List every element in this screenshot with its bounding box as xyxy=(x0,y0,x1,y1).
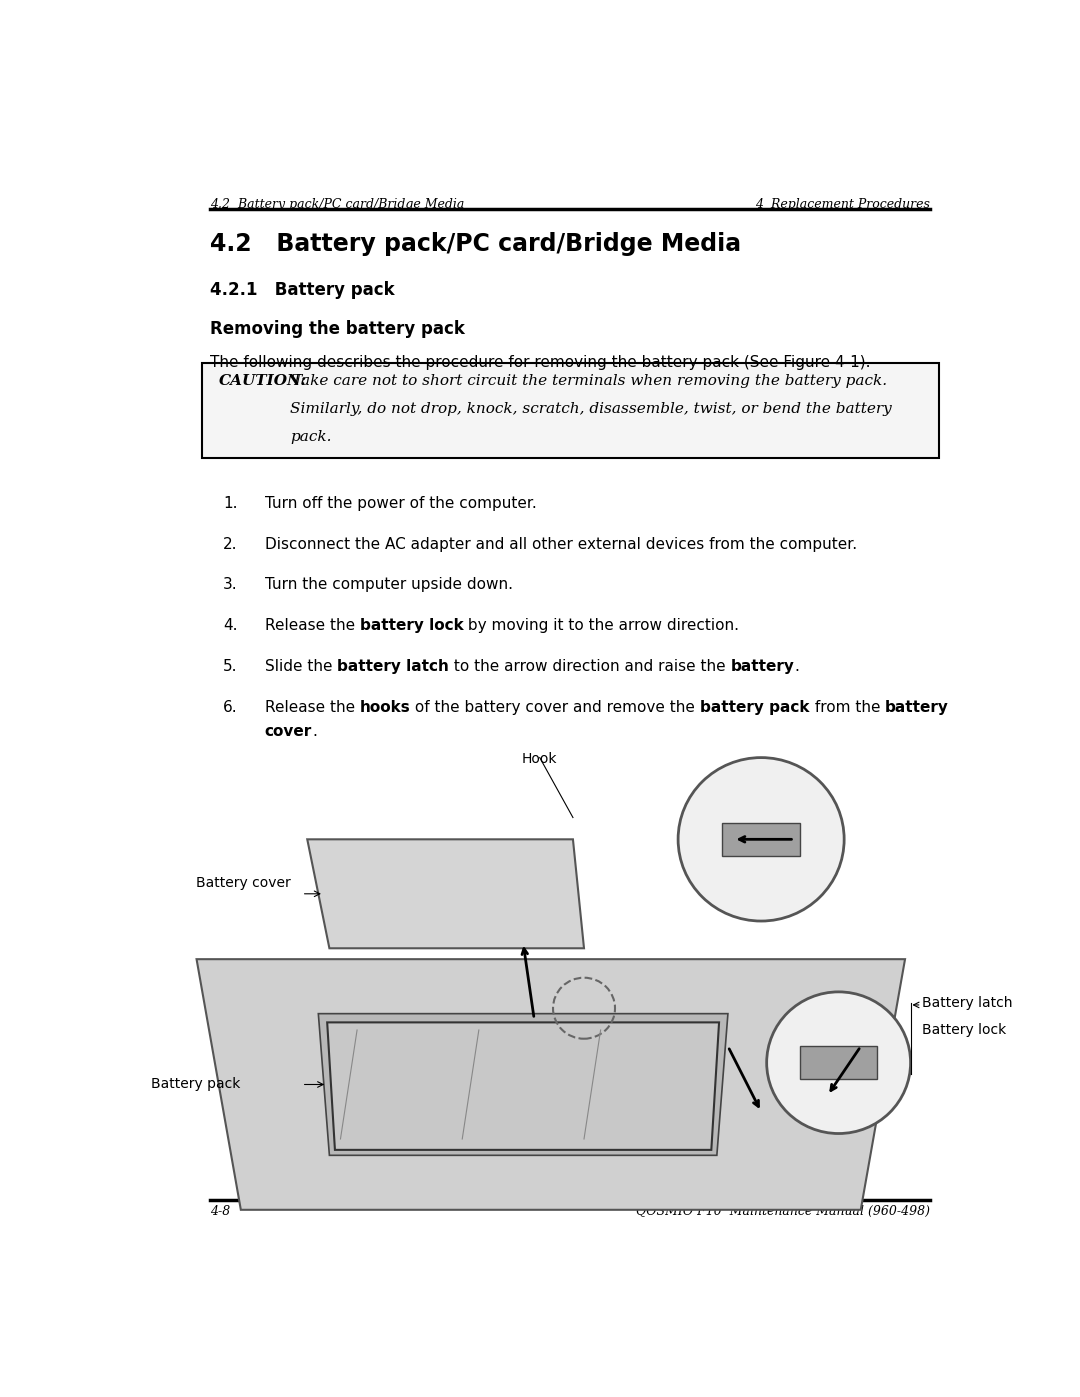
Polygon shape xyxy=(307,840,584,949)
Text: 4.2  Battery pack/PC card/Bridge Media: 4.2 Battery pack/PC card/Bridge Media xyxy=(211,198,464,211)
Text: Turn off the power of the computer.: Turn off the power of the computer. xyxy=(265,496,537,511)
Text: Hook: Hook xyxy=(522,752,557,766)
Text: CAUTION:: CAUTION: xyxy=(218,374,307,388)
Text: 4.: 4. xyxy=(222,619,238,633)
Text: 1.: 1. xyxy=(222,496,238,511)
Text: 4.2.1   Battery pack: 4.2.1 Battery pack xyxy=(211,281,395,299)
Text: battery pack: battery pack xyxy=(700,700,810,715)
Text: 4  Replacement Procedures: 4 Replacement Procedures xyxy=(755,198,930,211)
Text: battery lock: battery lock xyxy=(360,619,463,633)
Text: 3.: 3. xyxy=(222,577,238,592)
Text: Battery cover: Battery cover xyxy=(195,876,291,890)
Text: Release the: Release the xyxy=(265,700,360,715)
Polygon shape xyxy=(319,1014,728,1155)
Text: Take care not to short circuit the terminals when removing the battery pack.: Take care not to short circuit the termi… xyxy=(292,374,887,388)
Text: battery: battery xyxy=(886,700,949,715)
Text: hooks: hooks xyxy=(360,700,410,715)
Text: to the arrow direction and raise the: to the arrow direction and raise the xyxy=(449,659,730,675)
Text: 5.: 5. xyxy=(222,659,238,675)
Text: Battery pack: Battery pack xyxy=(151,1077,241,1091)
Text: of the battery cover and remove the: of the battery cover and remove the xyxy=(410,700,700,715)
Text: 2.: 2. xyxy=(222,536,238,552)
Text: Similarly, do not drop, knock, scratch, disassemble, twist, or bend the battery: Similarly, do not drop, knock, scratch, … xyxy=(289,402,892,416)
Text: Battery lock: Battery lock xyxy=(921,1023,1005,1037)
FancyBboxPatch shape xyxy=(202,363,939,458)
Text: Turn the computer upside down.: Turn the computer upside down. xyxy=(265,577,513,592)
Text: .: . xyxy=(312,724,316,739)
Text: 4.2   Battery pack/PC card/Bridge Media: 4.2 Battery pack/PC card/Bridge Media xyxy=(211,232,742,256)
Polygon shape xyxy=(723,823,800,855)
Text: 4-8: 4-8 xyxy=(211,1204,231,1218)
Text: battery: battery xyxy=(730,659,795,675)
Text: The following describes the procedure for removing the battery pack (See Figure : The following describes the procedure fo… xyxy=(211,355,870,370)
Text: battery latch: battery latch xyxy=(337,659,449,675)
Polygon shape xyxy=(800,1046,877,1078)
Text: 6.: 6. xyxy=(222,700,238,715)
Text: QOSMIO F10  Maintenance Manual (960-498): QOSMIO F10 Maintenance Manual (960-498) xyxy=(636,1204,930,1218)
Polygon shape xyxy=(327,1023,719,1150)
Circle shape xyxy=(767,992,910,1133)
Text: Slide the: Slide the xyxy=(265,659,337,675)
Text: cover: cover xyxy=(265,724,312,739)
Polygon shape xyxy=(197,960,905,1210)
Text: by moving it to the arrow direction.: by moving it to the arrow direction. xyxy=(463,619,740,633)
Text: Battery latch: Battery latch xyxy=(921,996,1012,1010)
Text: .: . xyxy=(795,659,799,675)
Text: Disconnect the AC adapter and all other external devices from the computer.: Disconnect the AC adapter and all other … xyxy=(265,536,856,552)
Text: Release the: Release the xyxy=(265,619,360,633)
Text: Removing the battery pack: Removing the battery pack xyxy=(211,320,465,338)
Circle shape xyxy=(678,757,845,921)
Text: Figure 4-1 Removing the battery pack: Figure 4-1 Removing the battery pack xyxy=(406,1161,701,1176)
Text: pack.: pack. xyxy=(289,430,332,444)
Text: from the: from the xyxy=(810,700,886,715)
